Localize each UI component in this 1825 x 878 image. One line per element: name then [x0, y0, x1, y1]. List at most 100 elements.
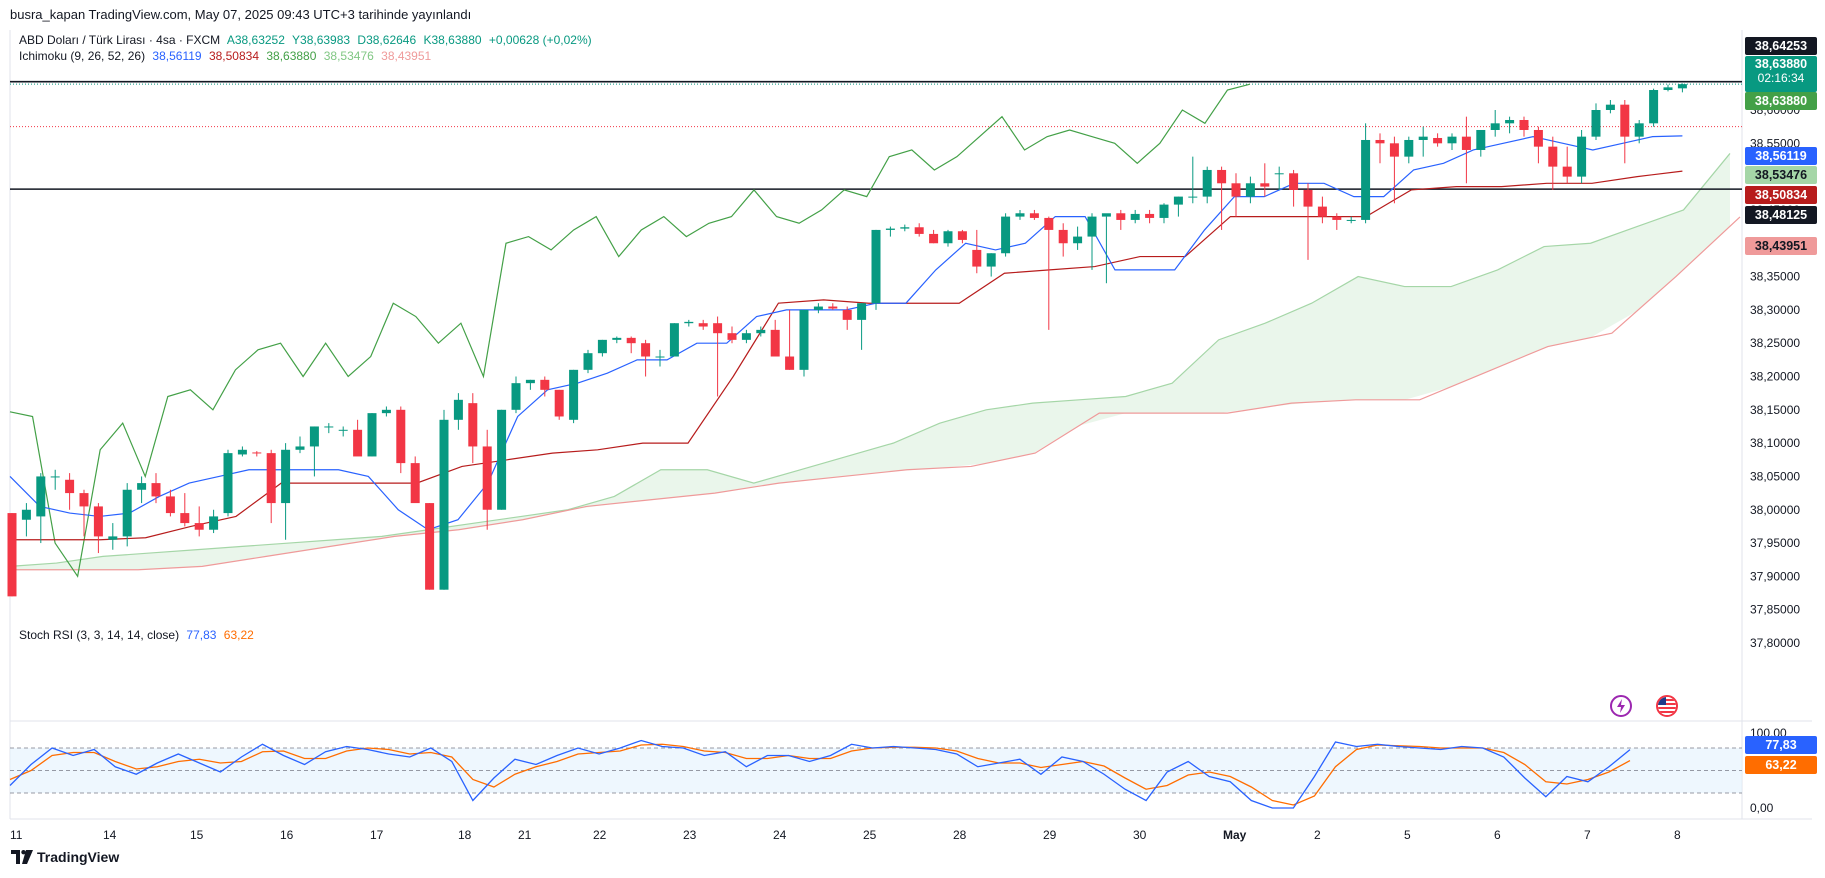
candle-body [885, 228, 895, 230]
candle-body [1476, 129, 1486, 150]
candle-body [396, 409, 406, 464]
bar-countdown: 02:16:34 [1757, 71, 1805, 85]
candle-body [353, 429, 363, 457]
candle-body [209, 516, 219, 530]
y-tick-label: 38,20000 [1750, 370, 1800, 384]
x-tick-label: May [1223, 828, 1247, 842]
candle-body [785, 356, 795, 370]
candle-body [7, 513, 17, 597]
stoch-tick-label: 0,00 [1750, 801, 1774, 815]
x-tick-label: 2 [1314, 828, 1321, 842]
candle-body [1634, 123, 1644, 137]
us-flag-icon[interactable] [1656, 695, 1678, 717]
candle-body [972, 249, 982, 267]
tradingview-logo-icon [11, 850, 33, 864]
x-tick-label: 24 [773, 828, 787, 842]
candle-body [1202, 169, 1212, 197]
candle-body [468, 403, 478, 447]
candle-body [137, 483, 147, 490]
x-tick-label: 22 [593, 828, 607, 842]
y-tick-label: 38,55000 [1750, 136, 1800, 150]
x-tick-label: 5 [1404, 828, 1411, 842]
candle-body [1577, 136, 1587, 177]
candle-body [626, 337, 636, 344]
candle-body [338, 429, 348, 431]
symbol-name[interactable]: ABD Doları / Türk Lirası · 4sa · FXCM [19, 33, 221, 47]
high-line-price-tag: 38,64253 [1745, 37, 1817, 55]
candle-body [223, 453, 233, 514]
candle-body [425, 503, 435, 590]
stoch-k-price-tag: 77,83 [1745, 736, 1817, 754]
x-tick-label: 17 [370, 828, 384, 842]
candle-body [237, 449, 247, 455]
ichimoku-span-a-value: 38,53476 [323, 49, 374, 63]
candle-body [1303, 189, 1313, 207]
y-tick-label: 38,30000 [1750, 303, 1800, 317]
y-tick-label: 37,85000 [1750, 603, 1800, 617]
candle-body [453, 399, 463, 420]
candle-body [1346, 219, 1356, 221]
ichimoku-base-value: 38,50834 [208, 49, 259, 63]
candle-body [1447, 136, 1457, 144]
candle-body [65, 479, 75, 494]
ohlc-low: D38,62646 [357, 33, 417, 47]
tradingview-brand[interactable]: TradingView [11, 849, 119, 865]
y-tick-label: 38,25000 [1750, 336, 1800, 350]
candle-body [597, 339, 607, 354]
stoch-d-value: 63,22 [223, 628, 254, 642]
span-b-price-tag: 38,43951 [1745, 237, 1817, 255]
y-tick-label: 38,35000 [1750, 270, 1800, 284]
candle-body [1605, 104, 1615, 110]
candle-body [410, 463, 420, 504]
lagging-span-price-tag: 38,63880 [1745, 92, 1817, 110]
candle-body [1620, 104, 1630, 137]
x-tick-label: 30 [1133, 828, 1147, 842]
x-tick-label: 23 [683, 828, 697, 842]
candle-body [1001, 216, 1011, 254]
candle-body [1101, 213, 1111, 217]
candle-body [1058, 229, 1068, 244]
flash-icon[interactable] [1610, 695, 1632, 717]
ohlc-open: A38,63252 [226, 33, 285, 47]
candle-body [698, 323, 708, 327]
stoch-label[interactable]: Stoch RSI (3, 3, 14, 14, close) [19, 628, 180, 642]
candle-body [266, 453, 276, 504]
candle-body [151, 483, 161, 497]
candle-body [281, 449, 291, 504]
candle-body [756, 329, 766, 334]
stoch-d-price-tag: 63,22 [1745, 756, 1817, 774]
candle-body [957, 231, 967, 240]
x-tick-label: 6 [1494, 828, 1501, 842]
candle-body [1044, 217, 1054, 230]
candle-body [497, 409, 507, 510]
candle-body [1173, 196, 1183, 205]
x-tick-label: 11 [10, 828, 23, 842]
ichimoku-label[interactable]: Ichimoku (9, 26, 52, 26) [19, 49, 146, 63]
published-line: busra_kapan TradingView.com, May 07, 202… [10, 7, 472, 22]
candle-body [1461, 136, 1471, 150]
span-a-price-tag: 38,53476 [1745, 166, 1817, 184]
candle-body [914, 227, 924, 234]
candle-body [1533, 129, 1543, 147]
candle-body [943, 231, 953, 244]
y-tick-label: 38,15000 [1750, 403, 1800, 417]
candle-body [1289, 173, 1299, 190]
y-tick-label: 37,90000 [1750, 569, 1800, 583]
candle-body [1505, 119, 1515, 124]
candle-body [1433, 137, 1443, 144]
candle-body [165, 496, 175, 514]
candle-body [1188, 196, 1198, 198]
candle-body [1404, 139, 1414, 157]
candle-body [1361, 139, 1371, 220]
y-tick-label: 37,95000 [1750, 536, 1800, 550]
base-line-price-tag: 38,50834 [1745, 186, 1817, 204]
candle-body [439, 419, 449, 590]
candle-body [122, 489, 132, 537]
x-tick-label: 18 [458, 828, 472, 842]
candle-body [857, 303, 867, 320]
candle-body [1015, 213, 1025, 217]
ichimoku-span-b-value: 38,43951 [381, 49, 432, 63]
span-a-line [9, 153, 1731, 567]
candle-body [929, 233, 939, 244]
